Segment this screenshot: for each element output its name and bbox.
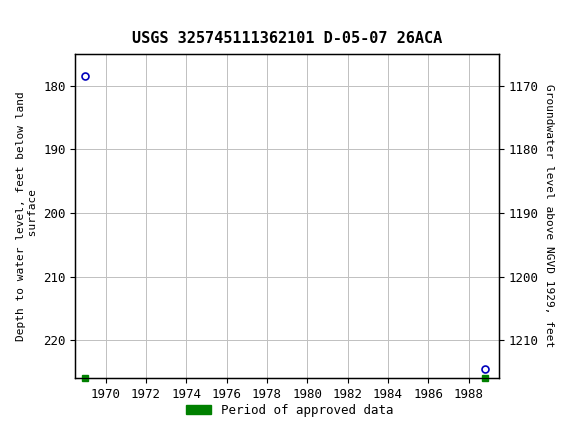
Y-axis label: Groundwater level above NGVD 1929, feet: Groundwater level above NGVD 1929, feet [544, 84, 554, 348]
Legend: Period of approved data: Period of approved data [181, 399, 399, 421]
Y-axis label: Depth to water level, feet below land
 surface: Depth to water level, feet below land su… [16, 91, 38, 341]
Text: ≋USGS: ≋USGS [3, 12, 85, 33]
Title: USGS 325745111362101 D-05-07 26ACA: USGS 325745111362101 D-05-07 26ACA [132, 31, 442, 46]
